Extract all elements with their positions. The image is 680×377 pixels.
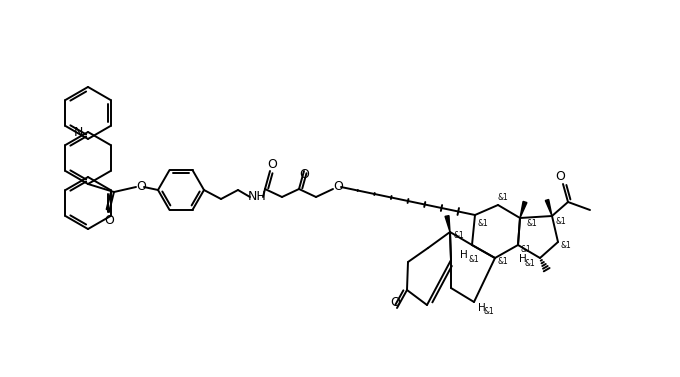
Text: &1: &1	[556, 216, 566, 225]
Text: O: O	[390, 296, 400, 308]
Text: O: O	[104, 213, 114, 227]
Polygon shape	[545, 199, 552, 216]
Text: &1: &1	[477, 219, 488, 227]
Text: &1: &1	[498, 193, 509, 201]
Text: &1: &1	[525, 259, 535, 268]
Text: O: O	[299, 169, 309, 181]
Text: &1: &1	[526, 219, 537, 227]
Text: &1: &1	[521, 245, 531, 253]
Polygon shape	[445, 216, 450, 232]
Text: N: N	[73, 126, 83, 138]
Text: &1: &1	[560, 241, 571, 250]
Text: O: O	[555, 170, 565, 184]
Text: NH: NH	[248, 190, 267, 204]
Text: H: H	[460, 250, 468, 260]
Text: H: H	[478, 303, 486, 313]
Text: &1: &1	[498, 257, 509, 267]
Polygon shape	[520, 201, 527, 218]
Text: &1: &1	[469, 254, 479, 264]
Text: O: O	[333, 179, 343, 193]
Text: &1: &1	[483, 308, 494, 317]
Text: O: O	[267, 158, 277, 170]
Text: O: O	[136, 181, 146, 193]
Text: H: H	[519, 254, 527, 264]
Text: &1: &1	[454, 231, 464, 241]
